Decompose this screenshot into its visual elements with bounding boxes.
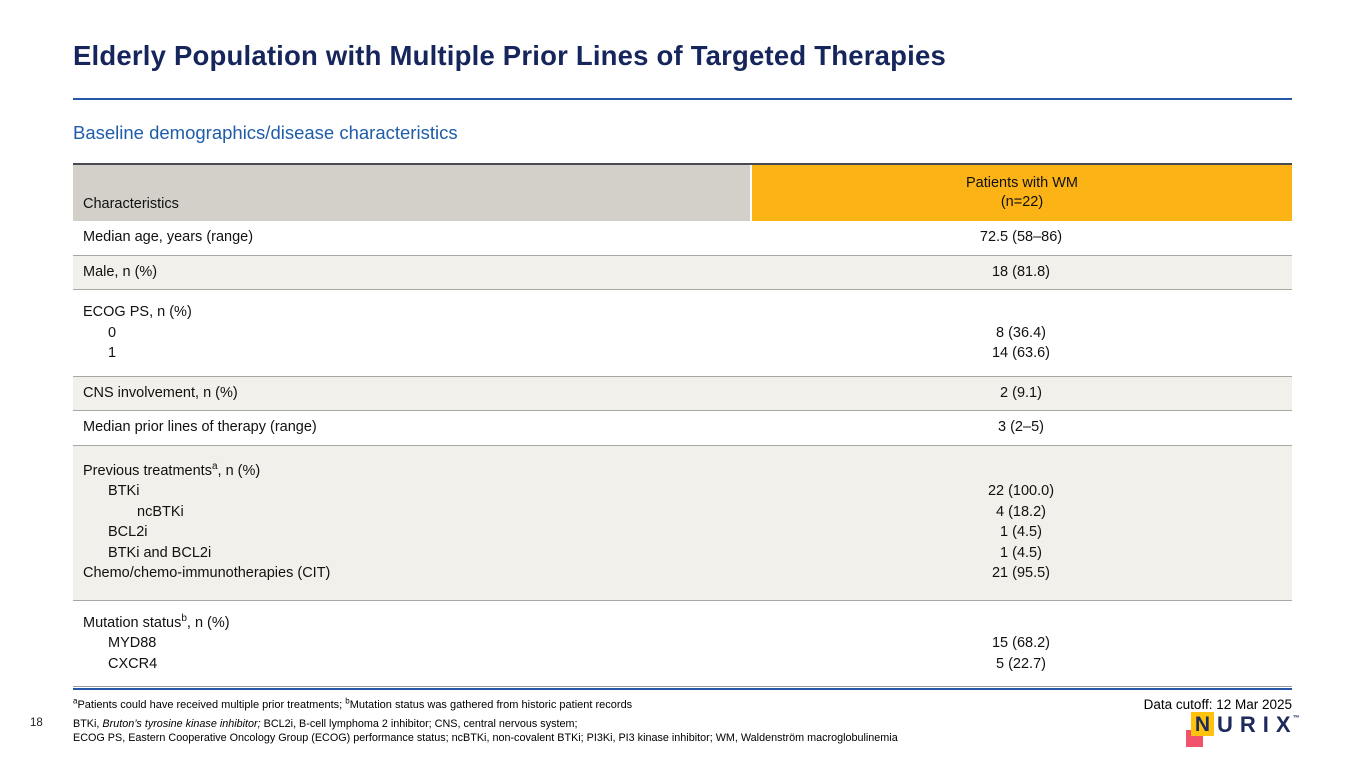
row-value: 4 (18.2) <box>996 503 1046 520</box>
characteristic-cell: Median prior lines of therapy (range) <box>73 411 750 445</box>
nurix-logo: N URIX™ <box>1186 711 1312 747</box>
value-cell: 3 (2–5) <box>750 411 1292 445</box>
table-header-row: Characteristics Patients with WM (n=22) <box>73 165 1292 221</box>
table-row: ECOG PS, n (%) 0 1 8 (36.4) 14 (63.6) <box>73 289 1292 376</box>
row-value: 72.5 (58–86) <box>979 229 1063 245</box>
table-row: CNS involvement, n (%) 2 (9.1) <box>73 375 1292 411</box>
row-label: Median age, years (range) <box>83 229 254 245</box>
row-value <box>750 613 1292 634</box>
row-label: BCL2i <box>108 524 148 540</box>
row-label: 1 <box>108 345 117 361</box>
row-value: 1 (4.5) <box>1000 544 1042 561</box>
page-number: 18 <box>30 717 43 729</box>
row-label: MYD88 <box>108 635 157 651</box>
row-label: Previous treatmentsa, n (%) <box>83 460 261 479</box>
row-value: 8 (36.4) <box>996 324 1046 341</box>
row-value: 1 (4.5) <box>1000 524 1042 540</box>
value-cell: 22 (100.0) 4 (18.2) 1 (4.5) 1 (4.5) 21 (95.5… <box>750 446 1292 600</box>
characteristic-cell: Previous treatmentsa, n (%) BTKi ncBTKi BCL… <box>73 446 750 600</box>
trademark-symbol: ™ <box>1292 715 1307 722</box>
row-label: 0 <box>108 324 117 341</box>
value-cell: 72.5 (58–86) <box>750 221 1292 255</box>
table-row: Previous treatmentsa, n (%) BTKi ncBTKi BCL… <box>73 444 1292 600</box>
row-label: ncBTKi <box>137 503 184 520</box>
row-label: Male, n (%) <box>83 263 158 280</box>
demographics-table: Characteristics Patients with WM (n=22) … <box>73 163 1292 687</box>
characteristic-cell: Mutation statusb, n (%) MYD88 CXCR4 <box>73 601 750 687</box>
nurix-logo-mark: N <box>1186 711 1214 747</box>
value-cell: 15 (68.2) 5 (22.7) <box>750 601 1292 687</box>
row-label: Chemo/chemo-immunotherapies (CIT) <box>83 565 331 581</box>
row-value: 5 (22.7) <box>996 655 1046 672</box>
row-value: 3 (2–5) <box>998 419 1044 435</box>
value-cell: 2 (9.1) <box>750 377 1292 411</box>
characteristic-cell: ECOG PS, n (%) 0 1 <box>73 290 750 376</box>
table-row: Male, n (%) 18 (81.8) <box>73 254 1292 290</box>
logo-letter-n: N <box>1194 712 1211 736</box>
table-row: Median age, years (range) 72.5 (58–86) <box>73 221 1292 255</box>
footnote-row: aPatients could have received multiple p… <box>73 697 1292 712</box>
table-row: Mutation statusb, n (%) MYD88 CXCR4 15 (68… <box>73 599 1292 687</box>
row-label: Mutation statusb, n (%) <box>83 612 230 631</box>
row-label: CNS involvement, n (%) <box>83 384 238 401</box>
section-subtitle: Baseline demographics/disease characteri… <box>73 122 458 143</box>
data-cutoff-label: Data cutoff: 12 Mar 2025 <box>1143 697 1292 712</box>
column-header-characteristics: Characteristics <box>73 165 750 221</box>
row-label: CXCR4 <box>108 655 158 672</box>
value-cell: 18 (81.8) <box>750 256 1292 290</box>
column-header-patients-line2: (n=22) <box>1000 194 1044 210</box>
row-value: 22 (100.0) <box>987 483 1055 499</box>
row-label: BTKi and BCL2i <box>108 544 212 561</box>
row-value: 18 (81.8) <box>991 263 1051 280</box>
row-value: 15 (68.2) <box>991 635 1051 651</box>
row-value <box>750 302 1292 323</box>
row-label: BTKi <box>108 483 140 499</box>
title-divider <box>73 98 1292 100</box>
slide-title: Elderly Population with Multiple Prior L… <box>73 40 946 71</box>
column-header-patients-line1: Patients with WM <box>966 175 1078 191</box>
row-value: 2 (9.1) <box>1000 384 1042 401</box>
characteristic-cell: CNS involvement, n (%) <box>73 377 750 411</box>
value-cell: 8 (36.4) 14 (63.6) <box>750 290 1292 376</box>
row-label: ECOG PS, n (%) <box>83 304 192 320</box>
row-value: 14 (63.6) <box>991 345 1051 361</box>
column-header-patients: Patients with WM (n=22) <box>750 165 1292 221</box>
row-value <box>750 461 1292 482</box>
logo-yellow-square: N <box>1191 712 1214 736</box>
abbreviations-line1: BTKi, Bruton’s tyrosine kinase inhibitor… <box>73 718 578 730</box>
row-label: Median prior lines of therapy (range) <box>83 419 317 435</box>
row-value: 21 (95.5) <box>991 565 1051 581</box>
abbreviations-line2: ECOG PS, Eastern Cooperative Oncology Gr… <box>73 732 898 744</box>
footer-divider <box>73 688 1292 690</box>
logo-wordmark: URIX™ <box>1217 712 1307 737</box>
footnote-superscripts: aPatients could have received multiple p… <box>73 696 633 711</box>
table-row: Median prior lines of therapy (range) 3 (… <box>73 410 1292 445</box>
characteristic-cell: Median age, years (range) <box>73 221 750 255</box>
table-body: Median age, years (range) 72.5 (58–86) Mal… <box>73 221 1292 686</box>
characteristic-cell: Male, n (%) <box>73 256 750 290</box>
